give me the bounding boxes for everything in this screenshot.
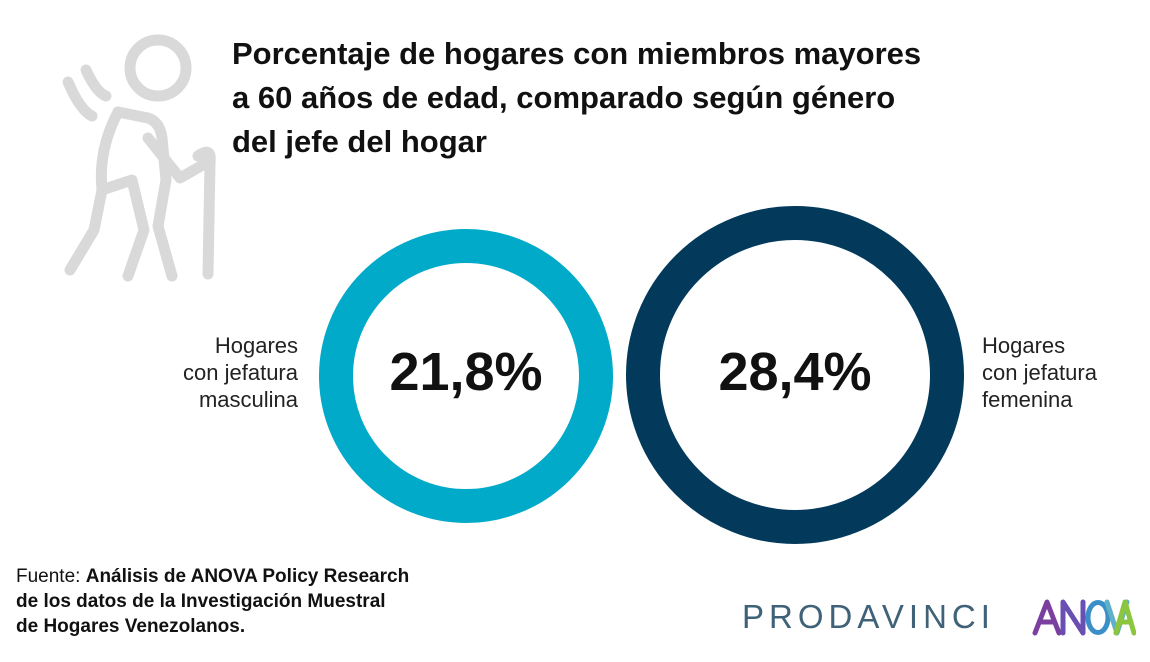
title-line-2: a 60 años de edad, comparado según géner… bbox=[232, 80, 896, 115]
label-masculina-line-2: con jefatura bbox=[183, 360, 298, 385]
label-masculina-line-3: masculina bbox=[198, 387, 298, 412]
source-note: Fuente: Análisis de ANOVA Policy Researc… bbox=[16, 564, 456, 639]
title-line-1: Porcentaje de hogares con miembros mayor… bbox=[232, 36, 922, 71]
label-masculina: Hogares con jefatura masculina bbox=[130, 332, 298, 413]
ring-masculina-arc bbox=[319, 229, 613, 523]
ring-femenina-arc bbox=[626, 206, 964, 544]
source-line-3: de Hogares Venezolanos. bbox=[16, 616, 246, 637]
prodavinci-logo: PRODAVINCI bbox=[742, 598, 995, 635]
source-prefix: Fuente: bbox=[16, 566, 86, 587]
label-femenina: Hogares con jefatura femenina bbox=[982, 332, 1142, 413]
anova-logo bbox=[1032, 599, 1136, 636]
label-femenina-line-2: con jefatura bbox=[982, 360, 1097, 385]
elderly-person-with-cane-icon bbox=[62, 34, 216, 282]
title-line-3: del jefe del hogar bbox=[232, 124, 487, 159]
ring-femenina bbox=[626, 206, 964, 544]
source-line-1: Análisis de ANOVA Policy Research bbox=[85, 566, 410, 587]
chart-title: Porcentaje de hogares con miembros mayor… bbox=[232, 32, 992, 164]
label-femenina-line-3: femenina bbox=[982, 387, 1073, 412]
label-femenina-line-1: Hogares bbox=[982, 333, 1066, 358]
source-line-2: de los datos de la Investigación Muestra… bbox=[16, 591, 386, 612]
value-masculina: 21,8% bbox=[389, 342, 543, 402]
value-femenina: 28,4% bbox=[718, 342, 872, 402]
ring-masculina bbox=[319, 229, 613, 523]
label-masculina-line-1: Hogares bbox=[214, 333, 298, 358]
